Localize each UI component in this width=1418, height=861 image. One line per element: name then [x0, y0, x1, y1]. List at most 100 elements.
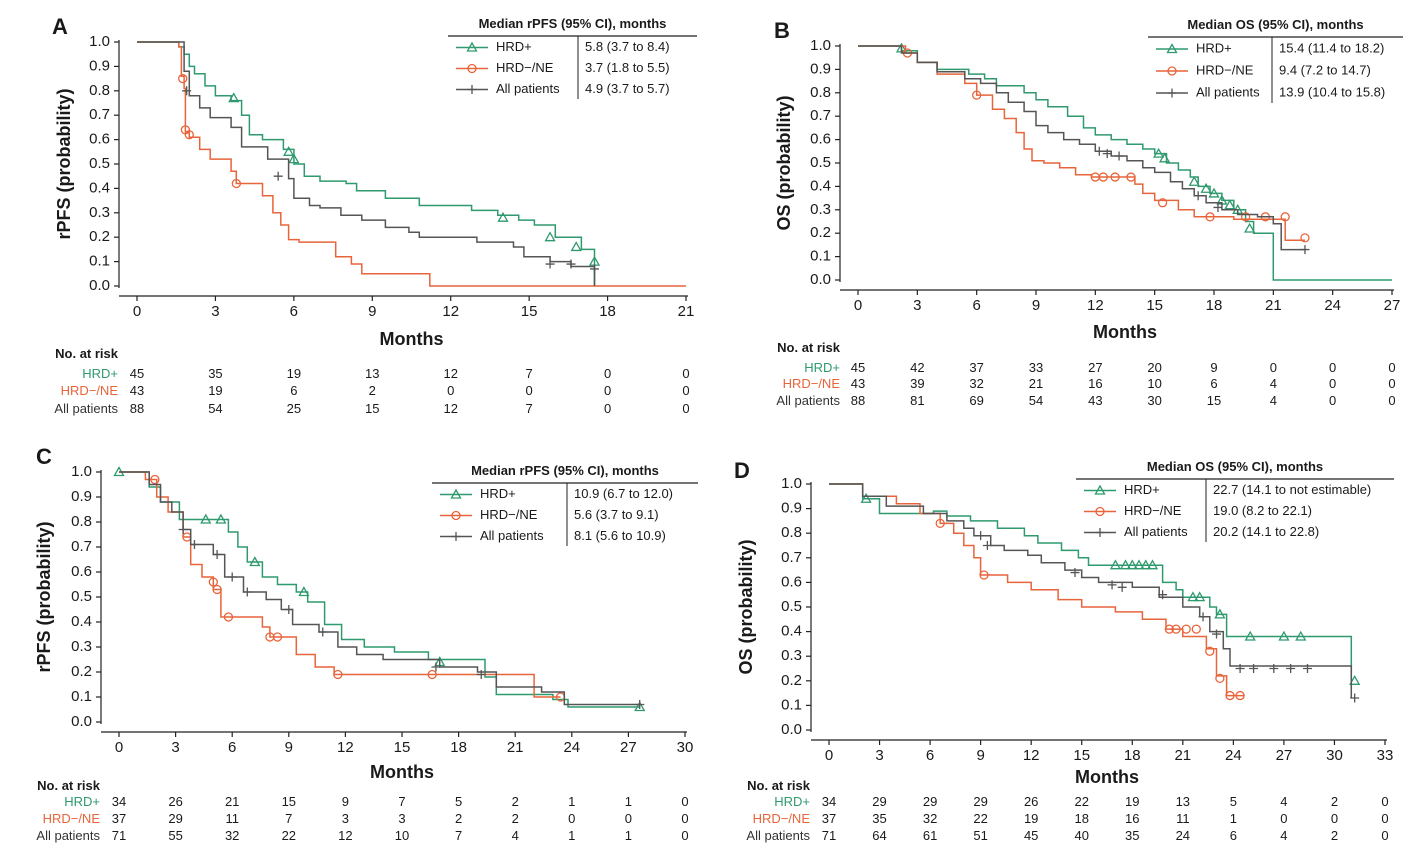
panel-d-hrd-ne-censor-mark [935, 518, 945, 529]
panel-b-risk-count: 32 [969, 376, 983, 391]
panel-a-risk-row-name: HRD−/NE [61, 383, 119, 398]
panel-d-risk-row-name: HRD−/NE [753, 811, 811, 826]
panel-b-all-patients-censor-mark [1193, 191, 1203, 201]
panel-d-y-axis-label: OS (probability) [736, 539, 756, 674]
panel-a-risk-count: 13 [365, 366, 379, 381]
panel-b-y-tick-label: 0.7 [810, 107, 831, 124]
panel-b-y-tick-label: 0.3 [810, 201, 831, 218]
panel-a-hrd-censor-mark [497, 211, 509, 222]
panel-c-risk-row-name: HRD+ [64, 794, 100, 809]
panel-c-x-tick-label: 0 [115, 739, 123, 756]
panel-c-x-tick-label: 12 [337, 739, 354, 756]
panel-d-all-patients-censor-mark [1249, 664, 1259, 673]
panel-c-risk-count: 1 [625, 828, 632, 843]
panel-d-all-patients-censor-mark [1107, 580, 1117, 590]
panel-a-x-tick-label: 21 [678, 303, 695, 320]
panel-c-legend-name: HRD−/NE [480, 507, 538, 522]
panel-d-risk-count: 4 [1280, 794, 1287, 809]
panel-c-risk-count: 3 [342, 811, 349, 826]
panel-d-x-tick-label: 0 [825, 747, 833, 764]
panel-c-all-patients-curve [119, 471, 640, 706]
panel-b-risk-count: 0 [1388, 360, 1395, 375]
panel-c-hrd-ne-censor-mark [272, 632, 283, 642]
panel-c-x-tick-label: 15 [394, 739, 411, 756]
panel-b-hrd-ne-censor-mark [972, 90, 982, 100]
panel-b-hrd-curve [858, 45, 1392, 281]
panel-d-risk-count: 5 [1230, 794, 1237, 809]
panel-d-risk-count: 6 [1230, 828, 1237, 843]
panel-d-x-tick-label: 21 [1174, 747, 1191, 764]
panel-a-legend: Median rPFS (95% CI), months HRD+ 5.8 (3.7… [448, 16, 697, 99]
panel-c-risk-count: 11 [225, 811, 239, 826]
panel-c-risk-count: 10 [395, 828, 409, 843]
panel-c-risk-count: 3 [398, 811, 405, 826]
panel-d-x-axis-label: Months [1075, 767, 1139, 787]
panel-a-y-tick-label: 0.3 [89, 204, 110, 221]
panel-c-x-tick-label: 30 [677, 739, 694, 756]
panel-c-y-tick-label: 0.9 [71, 488, 92, 505]
panel-d-risk-count: 32 [923, 811, 937, 826]
panel-d-legend-name: HRD−/NE [1124, 503, 1182, 518]
panel-c-risk-count: 1 [625, 794, 632, 809]
panel-d-letter: D [734, 458, 750, 483]
panel-b-risk-count: 9 [1210, 360, 1217, 375]
panel-c-y-tick-label: 1.0 [71, 463, 92, 480]
panel-a-hrd-censor-mark [228, 92, 240, 103]
panel-d-legend-value: 20.2 (14.1 to 22.8) [1213, 524, 1319, 539]
panel-d-x-tick-label: 3 [875, 747, 883, 764]
panel-b-legend: Median OS (95% CI), months HRD+ 15.4 (11.4… [1148, 17, 1403, 103]
panel-c-risk-count: 15 [282, 794, 296, 809]
panel-c-legend-name: All patients [480, 528, 544, 543]
panel-a-risk-count: 45 [130, 366, 144, 381]
panel-c-x-axis-label: Months [370, 762, 434, 782]
panel-b-risk-count: 37 [969, 360, 983, 375]
panel-a-risk-count: 0 [447, 383, 454, 398]
panel-d-risk-count: 22 [1074, 794, 1088, 809]
panel-c-risk-count: 32 [225, 828, 239, 843]
panel-b-x-tick-label: 24 [1324, 297, 1341, 314]
panel-c-series-all-patients [119, 471, 645, 709]
panel-d-y-tick-label: 0.6 [781, 573, 802, 590]
panel-b-risk-count: 88 [851, 393, 865, 408]
panel-b-legend-name: All patients [1196, 84, 1260, 99]
panel-a-risk-count: 0 [604, 383, 611, 398]
panel-a-risk-count: 2 [369, 383, 376, 398]
panel-a-x-tick-label: 6 [290, 303, 298, 320]
panel-c-y-tick-label: 0.8 [71, 513, 92, 530]
panel-c-legend: Median rPFS (95% CI), months HRD+ 10.9 (6.… [432, 463, 698, 546]
panel-d-risk-count: 45 [1024, 828, 1038, 843]
panel-b-hrd-censor-mark [1153, 147, 1165, 158]
panel-a-hrd-censor-mark [283, 145, 295, 156]
panel-a-x-tick-label: 18 [599, 303, 616, 320]
panel-d-hrd-censor-mark [1194, 591, 1206, 602]
panel-d-all-patients-censor-mark [1269, 664, 1279, 673]
panel-b-risk-row-name: All patients [776, 393, 840, 408]
panel-c-risk-count: 5 [455, 794, 462, 809]
panel-a-risk-count: 12 [443, 366, 457, 381]
panel-d-hrd-ne-censor-mark [1215, 673, 1225, 683]
panel-c-risk-count: 7 [285, 811, 292, 826]
panel-b-y-tick-label: 0.0 [810, 271, 831, 288]
panel-b-risk-count: 54 [1029, 393, 1043, 408]
panel-d-all-patients-censor-mark [1286, 664, 1296, 673]
panel-b-risk-row-name: HRD+ [804, 360, 840, 375]
panel-a-y-tick-label: 0.5 [89, 155, 110, 172]
panel-d-hrd-censor-mark [1146, 559, 1159, 570]
panel-b-risk-count: 20 [1147, 360, 1161, 375]
panel-c-series-hrd-ne [119, 471, 566, 702]
panel-d-risk-count: 2 [1331, 828, 1338, 843]
panel-c-risk-count: 2 [512, 794, 519, 809]
panel-d-risk-count: 64 [872, 828, 886, 843]
panel-c-risk-row-name: HRD−/NE [43, 811, 101, 826]
panel-a-risk-count: 7 [526, 366, 533, 381]
panel-a-x-axis-label: Months [380, 329, 444, 349]
panel-a-y-tick-label: 0.6 [89, 131, 110, 148]
panel-d-risk-count: 34 [822, 794, 836, 809]
panel-a-risk-title: No. at risk [55, 346, 119, 361]
panel-c-risk-row-name: All patients [36, 828, 100, 843]
panel-d-risk-count: 71 [822, 828, 836, 843]
panel-c-hrd-ne-curve [119, 471, 561, 698]
panel-a-legend-value: 5.8 (3.7 to 8.4) [585, 39, 670, 54]
panel-b-hrd-censor-mark [1158, 152, 1171, 163]
panel-d-risk-row-name: All patients [746, 828, 810, 843]
